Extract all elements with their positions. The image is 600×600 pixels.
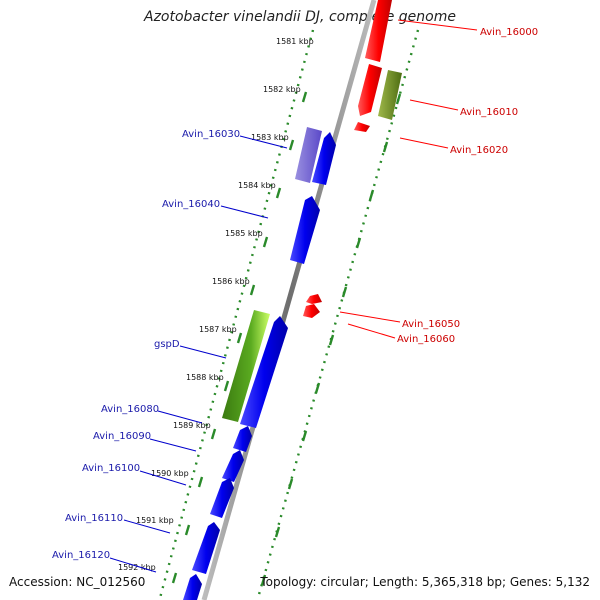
label-leaders — [109, 19, 478, 573]
gene-avin-16000[interactable] — [365, 0, 392, 62]
gene-avin-16030-a[interactable] — [295, 127, 322, 183]
tick-label-1587: 1587 kbp — [199, 325, 237, 334]
topology-text: Topology: circular; Length: 5,365,318 bp… — [260, 575, 590, 589]
tick-label-1589: 1589 kbp — [173, 421, 211, 430]
forward-strand-genes — [183, 127, 336, 600]
ruler-left — [158, 29, 315, 599]
gene-avin-16060[interactable] — [303, 304, 320, 318]
tick-label-1591: 1591 kbp — [136, 516, 174, 525]
label-avin-16030[interactable]: Avin_16030 — [182, 129, 240, 140]
gene-avin-16010-a[interactable] — [358, 64, 382, 116]
gene-avin-16080[interactable] — [233, 426, 252, 452]
reverse-strand-genes — [303, 0, 402, 318]
tick-label-1582: 1582 kbp — [263, 85, 301, 94]
tick-label-1583: 1583 kbp — [251, 133, 289, 142]
gene-gspd-a[interactable] — [222, 310, 270, 422]
label-avin-16100[interactable]: Avin_16100 — [82, 463, 140, 474]
label-avin-16060[interactable]: Avin_16060 — [397, 334, 455, 345]
label-avin-16000[interactable]: Avin_16000 — [480, 27, 538, 38]
tick-label-1584: 1584 kbp — [238, 181, 276, 190]
gene-gspd-b[interactable] — [240, 316, 288, 428]
gene-avin-16050[interactable] — [306, 294, 322, 304]
tick-label-1581: 1581 kbp — [276, 37, 314, 46]
tick-label-1588: 1588 kbp — [186, 373, 224, 382]
gene-avin-16090[interactable] — [222, 450, 244, 482]
gene-avin-16120[interactable] — [183, 574, 202, 600]
label-avin-16040[interactable]: Avin_16040 — [162, 199, 220, 210]
label-avin-16110[interactable]: Avin_16110 — [65, 513, 123, 524]
tick-label-1586: 1586 kbp — [212, 277, 250, 286]
label-avin-16090[interactable]: Avin_16090 — [93, 431, 151, 442]
tick-label-1585: 1585 kbp — [225, 229, 263, 238]
label-avin-16120[interactable]: Avin_16120 — [52, 550, 110, 561]
gene-avin-16040[interactable] — [290, 196, 320, 264]
kbp-tick-labels: 1581 kbp 1582 kbp 1583 kbp 1584 kbp 1585… — [118, 37, 314, 572]
gene-avin-16030-b[interactable] — [312, 132, 336, 185]
accession-text: Accession: NC_012560 — [9, 575, 146, 589]
gene-avin-16020[interactable] — [354, 122, 370, 132]
tick-label-1592: 1592 kbp — [118, 563, 156, 572]
label-avin-16020[interactable]: Avin_16020 — [450, 145, 508, 156]
genome-backbone — [201, 0, 377, 600]
tick-label-1590: 1590 kbp — [151, 469, 189, 478]
label-avin-16050[interactable]: Avin_16050 — [402, 319, 460, 330]
ruler-right — [256, 29, 420, 599]
gene-avin-16100[interactable] — [210, 478, 234, 518]
label-gspd[interactable]: gspD — [154, 339, 180, 350]
gene-avin-16010-b[interactable] — [378, 70, 402, 120]
gene-avin-16110[interactable] — [192, 522, 220, 574]
gene-labels: Avin_16000 Avin_16010 Avin_16020 Avin_16… — [52, 27, 538, 561]
label-avin-16080[interactable]: Avin_16080 — [101, 404, 159, 415]
label-avin-16010[interactable]: Avin_16010 — [460, 107, 518, 118]
